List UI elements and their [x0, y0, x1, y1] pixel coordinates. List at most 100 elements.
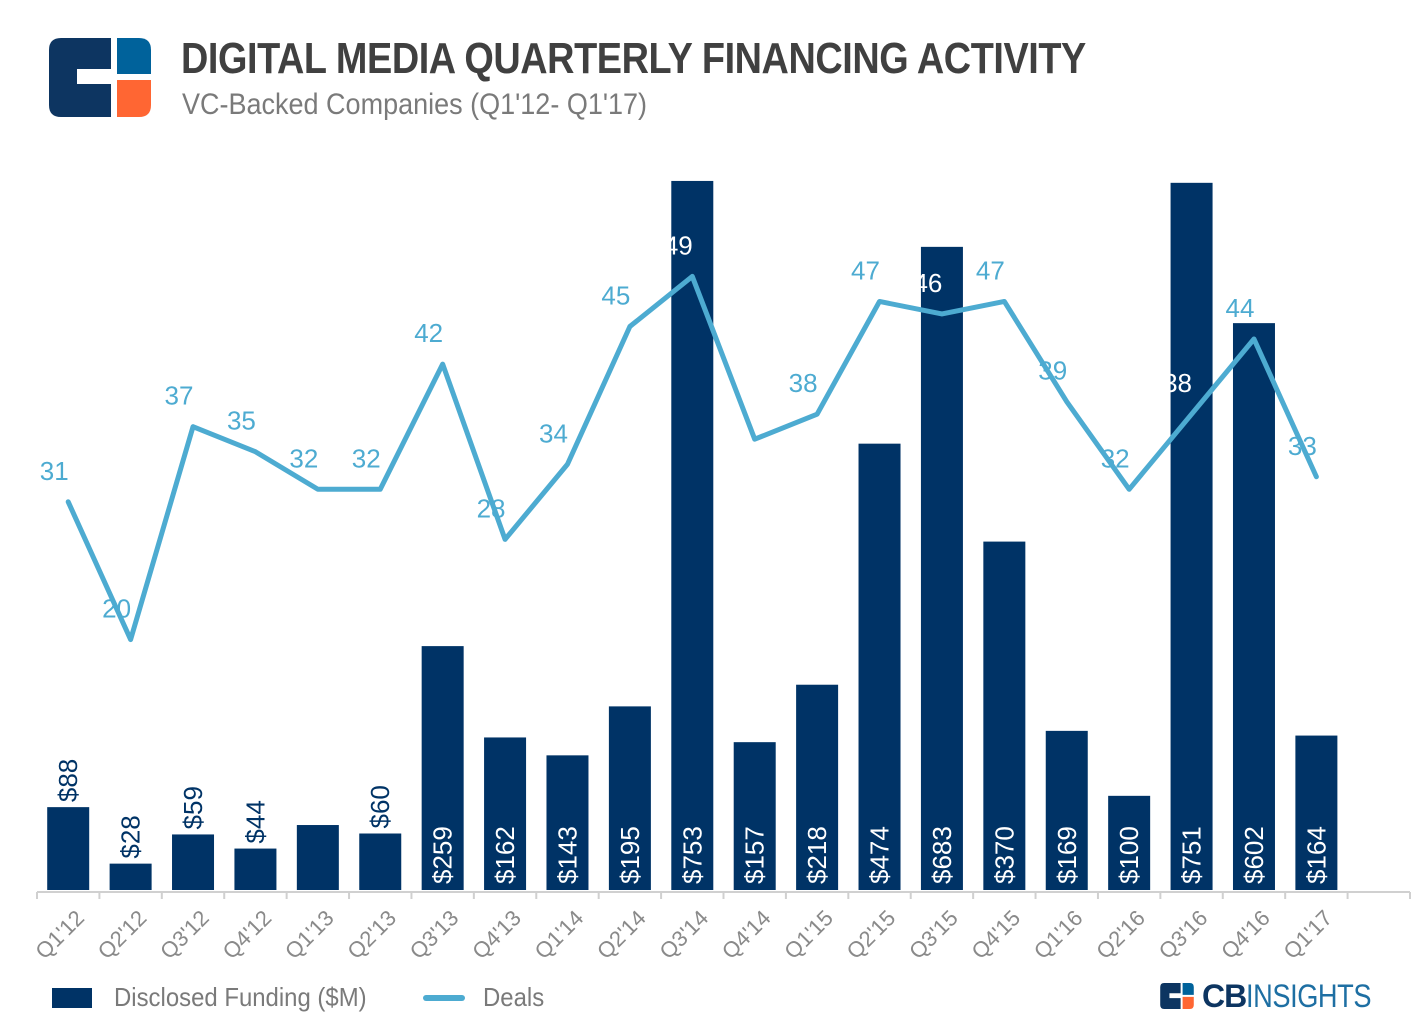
deals-value-label: 44	[1226, 293, 1255, 323]
bar-Q3'12	[172, 834, 215, 890]
bar-Q4'12	[234, 848, 277, 890]
x-tick-label: Q1'17	[1279, 905, 1338, 964]
bar-Q2'12	[109, 863, 152, 890]
legend-item-deals: Deals	[422, 982, 549, 1013]
deals-value-label: 33	[1288, 431, 1317, 461]
x-tick-label: Q3'15	[904, 905, 963, 964]
bar-Q2'13	[359, 833, 402, 890]
deals-value-label: 35	[227, 406, 256, 436]
x-tick-label: Q4'13	[467, 905, 526, 964]
x-tick-label: Q2'13	[342, 905, 401, 964]
bar-value-label: $683	[927, 826, 957, 884]
bar-value-label: $59	[178, 786, 208, 829]
x-tick-label: Q1'12	[30, 905, 89, 964]
bar-value-label: $164	[1301, 826, 1331, 884]
x-tick-label: Q2'16	[1091, 905, 1150, 964]
bar-Q3'14	[671, 180, 714, 890]
x-tick-label: Q1'13	[280, 905, 339, 964]
deals-value-label: 31	[40, 456, 69, 486]
cb-insights-brand-icon	[1160, 983, 1194, 1009]
x-tick-label: Q3'13	[405, 905, 464, 964]
deals-value-label: 28	[477, 493, 506, 523]
x-tick-label: Q1'14	[530, 905, 589, 964]
deals-value-label: 38	[789, 368, 818, 398]
x-tick-label: Q1'16	[1029, 905, 1088, 964]
bar-Q4'15	[983, 541, 1026, 890]
bar-value-label: $157	[740, 826, 770, 884]
deals-value-label: 32	[289, 443, 318, 473]
deals-value-label: 46	[913, 268, 942, 298]
bar-value-label: $602	[1239, 826, 1269, 884]
deals-value-label: 38	[1163, 368, 1192, 398]
bar-value-label: $370	[989, 826, 1019, 884]
data-labels: $88 $28 $59 $44 $60 $259 $162 $143 $195 $753 $157 $…	[40, 230, 1332, 884]
legend-label-deals: Deals	[482, 982, 544, 1012]
bar-value-label: $751	[1177, 826, 1207, 884]
bar-Q4'16	[1232, 323, 1275, 890]
legend-item-funding: Disclosed Funding ($M)	[52, 982, 389, 1013]
bar-value-label: $60	[365, 785, 395, 828]
deals-value-label: 42	[414, 318, 443, 348]
funding-bars	[47, 180, 1338, 891]
bar-value-label: $88	[53, 759, 83, 802]
financing-chart: Q1'12 Q2'12 Q3'12 Q4'12 Q1'13 Q2'13 Q3'13 Q4'13…	[30, 180, 1411, 964]
bar-Q3'13	[421, 646, 464, 890]
bar-Q1'12	[47, 807, 90, 890]
bar-Q1'13	[296, 825, 339, 890]
legend-swatch-deals	[422, 994, 465, 1001]
bar-Q3'15	[920, 246, 963, 891]
bar-value-label: $143	[552, 826, 582, 884]
deals-value-label: 37	[165, 381, 194, 411]
bar-Q3'16	[1170, 182, 1213, 890]
x-axis: Q1'12 Q2'12 Q3'12 Q4'12 Q1'13 Q2'13 Q3'13 Q4'13…	[30, 891, 1411, 964]
bar-Q4'14	[733, 742, 776, 890]
bar-Q1'14	[546, 755, 589, 890]
brand-cb-text: CB	[1202, 978, 1247, 1014]
bar-value-label: $474	[865, 826, 895, 884]
x-tick-label: Q3'14	[654, 905, 713, 964]
bar-Q1'15	[796, 684, 839, 890]
x-tick-label: Q2'14	[592, 905, 651, 964]
bar-Q2'14	[608, 706, 651, 890]
x-tick-label: Q3'12	[155, 905, 214, 964]
x-tick-label: Q1'15	[779, 905, 838, 964]
bar-Q2'16	[1108, 795, 1151, 890]
x-tick-label: Q3'16	[1154, 905, 1213, 964]
x-tick-label: Q4'12	[218, 905, 277, 964]
bar-value-label: $44	[240, 800, 270, 843]
x-tick-label: Q2'12	[93, 905, 152, 964]
x-tick-label: Q2'15	[842, 905, 901, 964]
bar-value-label: $218	[802, 826, 832, 884]
bar-value-label: $753	[677, 826, 707, 884]
x-tick-label: Q4'14	[717, 905, 776, 964]
deals-value-label: 49	[664, 230, 693, 260]
deals-value-label: 32	[352, 443, 381, 473]
legend-label-funding: Disclosed Funding ($M)	[114, 982, 367, 1012]
bar-Q1'17	[1295, 735, 1338, 890]
chart-subtitle: VC-Backed Companies (Q1'12- Q1'17)	[182, 88, 648, 121]
bar-value-label: $195	[615, 826, 645, 884]
bar-Q4'13	[484, 737, 527, 890]
bar-value-label: $100	[1114, 826, 1144, 884]
bar-value-label: $28	[116, 815, 146, 858]
deals-value-label: 20	[102, 594, 131, 624]
legend: Disclosed Funding ($M) Deals	[52, 982, 583, 1013]
bar-Q1'16	[1045, 730, 1088, 890]
deals-value-label: 34	[539, 418, 568, 448]
brand-insights-text: INSIGHTS	[1246, 978, 1372, 1014]
cb-insights-logo-icon	[49, 38, 151, 117]
bar-value-label: $169	[1052, 826, 1082, 884]
deals-value-label: 47	[976, 255, 1005, 285]
deals-value-label: 45	[601, 281, 630, 311]
cb-insights-brand: CB INSIGHTS	[1158, 980, 1393, 1012]
legend-swatch-funding	[52, 987, 92, 1008]
deals-value-label: 39	[1038, 356, 1067, 386]
bar-Q2'15	[858, 443, 901, 890]
deals-line-layer	[65, 273, 1319, 643]
chart-title: DIGITAL MEDIA QUARTERLY FINANCING ACTIVI…	[181, 34, 1086, 83]
x-tick-label: Q4'15	[966, 905, 1025, 964]
bar-value-label: $259	[428, 826, 458, 884]
bar-value-label: $162	[490, 826, 520, 884]
deals-value-label: 47	[851, 255, 880, 285]
x-tick-label: Q4'16	[1216, 905, 1275, 964]
